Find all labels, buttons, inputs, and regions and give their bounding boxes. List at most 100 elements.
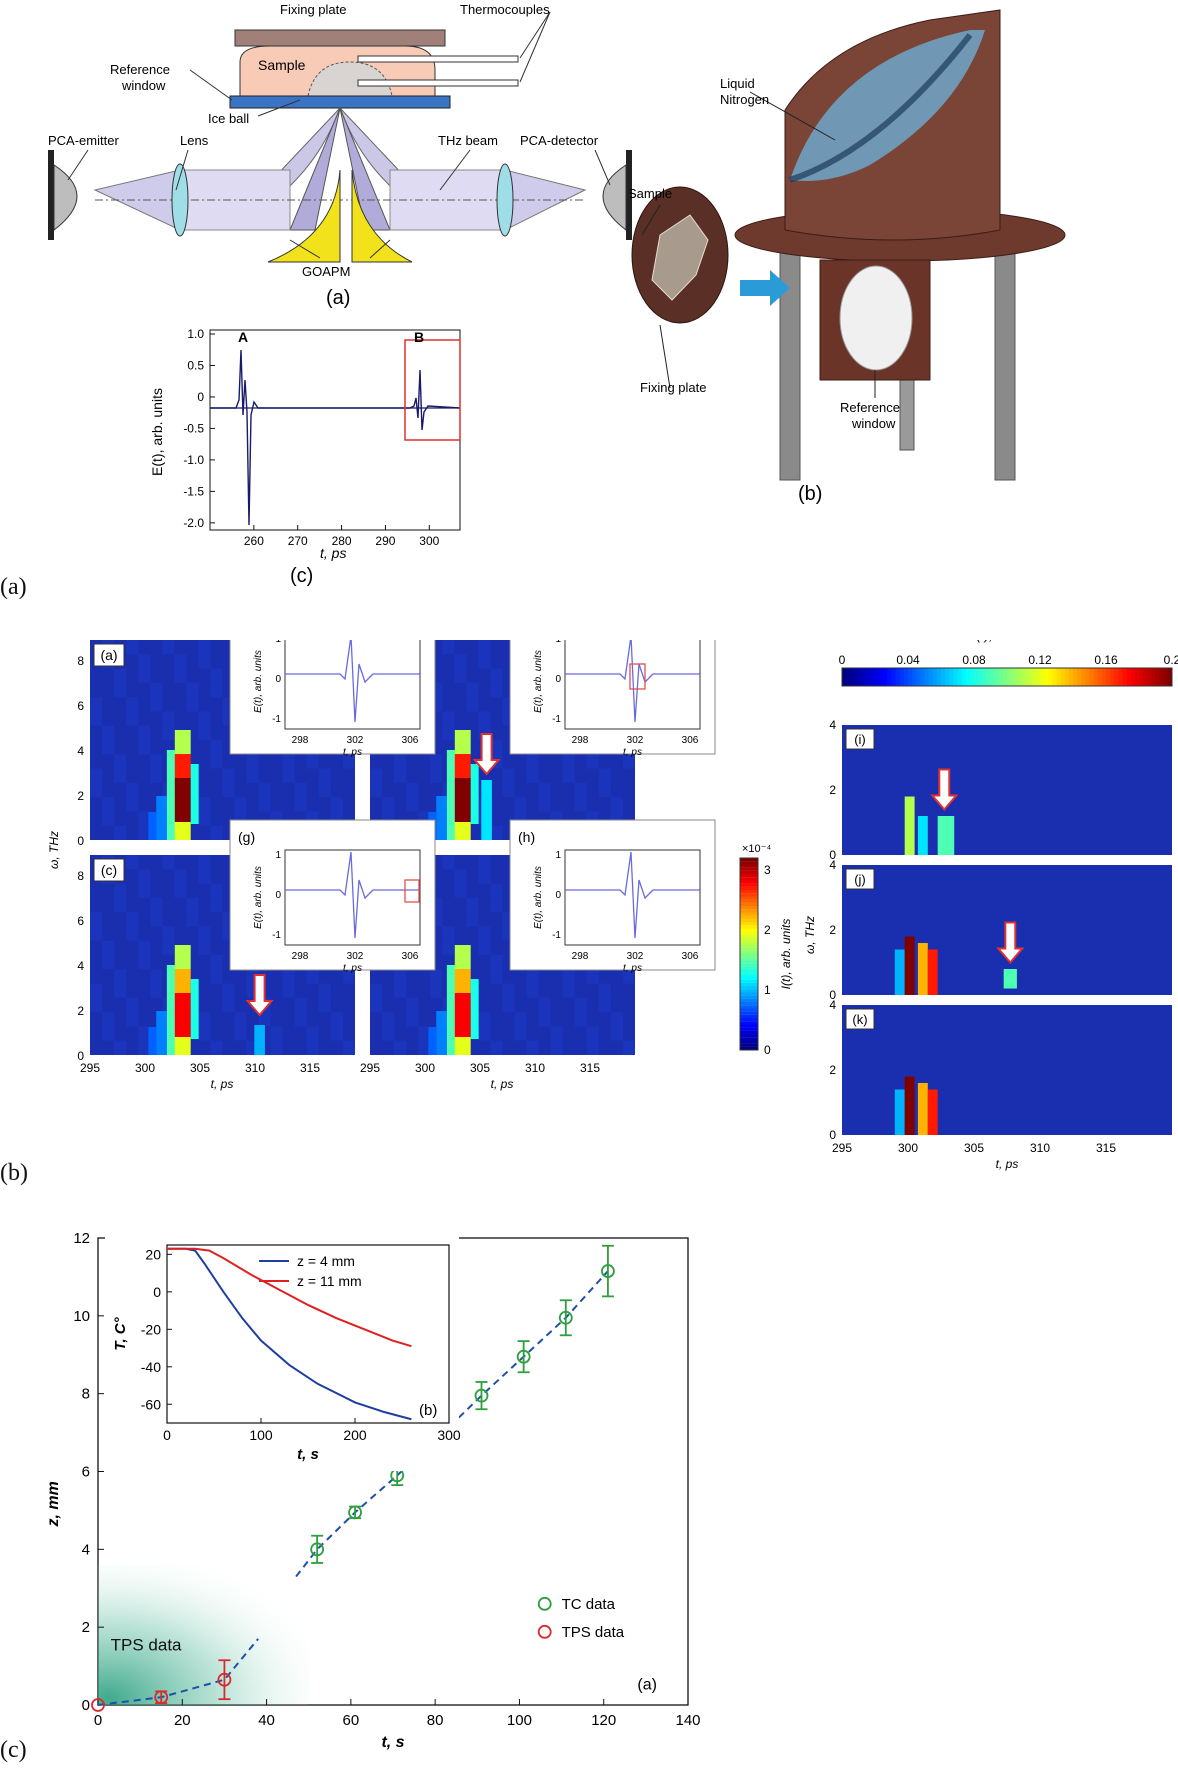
- colorbar-top-cell: [1011, 668, 1016, 686]
- legend-label: TC data: [562, 1596, 616, 1613]
- colorbar-top-cell: [1110, 668, 1115, 686]
- colorbar-top-cell: [1155, 668, 1161, 686]
- colorbar-top-cell: [1139, 668, 1144, 686]
- difference-ytick: 0: [829, 1128, 836, 1142]
- main-xtick: 140: [675, 1712, 700, 1729]
- lens-right: [496, 163, 514, 237]
- colorbar-top-cell: [1143, 668, 1148, 686]
- colorbar-top-cell: [870, 668, 876, 686]
- waveform-plot: 1.00.50-0.5-1.0-1.5-2.0 260 270 280 290 300 …: [149, 327, 461, 587]
- colorbar-top-cell: [936, 668, 942, 686]
- pca-detector-shape: [602, 164, 627, 232]
- colorbar-top-cell: [994, 668, 1000, 686]
- colorbar-top-cell: [1056, 668, 1062, 686]
- spectrogram-cell: [190, 979, 199, 1039]
- inset-ytick: -40: [141, 1359, 161, 1375]
- spectrogram-cell: [174, 822, 191, 840]
- colorbar-top-cell: [1118, 668, 1123, 686]
- inset-ytick: 20: [145, 1246, 161, 1262]
- inset-legend-label: z = 11 mm: [297, 1273, 362, 1289]
- colorbar-cell: [740, 934, 758, 939]
- colorbar-top-cell: [945, 668, 950, 686]
- colorbar-cell: [740, 966, 758, 971]
- inset-ytick: -20: [141, 1321, 161, 1337]
- colorbar-cell: [740, 931, 758, 935]
- colorbar-top-cell: [891, 668, 897, 686]
- fixing-plate-shape: [234, 29, 446, 47]
- difference-ytick: 2: [829, 1063, 836, 1077]
- colorbar-top-cell: [941, 668, 946, 686]
- colorbar-top-cell: [887, 668, 892, 686]
- colorbar-cell: [740, 938, 758, 942]
- colorbar-top-cell: [965, 668, 971, 686]
- colorbar-top-cell: [854, 668, 859, 686]
- inset-ylabel: E(t), arb. units: [253, 866, 264, 929]
- colorbar-top-cell: [850, 668, 855, 686]
- waveform-xtick: 280: [332, 534, 352, 548]
- main-xtick: 60: [343, 1712, 360, 1729]
- tps-shaded-region: [98, 1564, 309, 1705]
- colorbar-cell: [740, 1034, 758, 1038]
- liquid-nitrogen-fill: [790, 30, 985, 181]
- goapm-mirror-right: [351, 169, 413, 263]
- apparatus-illustration: Liquid Nitrogen Sample Fixing plate Refe…: [630, 9, 1066, 505]
- spectrogram-cell: [174, 993, 191, 1037]
- thermocouple-2: [357, 79, 519, 87]
- sample-label: Sample: [258, 57, 306, 73]
- inset-ytick: -60: [141, 1396, 161, 1412]
- colorbar-cell: [740, 1024, 758, 1028]
- colorbar-cell: [740, 896, 758, 900]
- colorbar-cell: [740, 1011, 758, 1015]
- main-ytick: 4: [82, 1541, 90, 1558]
- goapm-label: GOAPM: [302, 264, 350, 279]
- colorbar-top-cell: [924, 668, 930, 686]
- spectrogram-cell: [446, 750, 458, 840]
- difference-panel: [842, 1005, 1172, 1135]
- colorbar-cell: [740, 941, 758, 945]
- data-point: [154, 1690, 169, 1705]
- inset-ytick: 0: [275, 674, 281, 685]
- inset-xlabel: t, ps: [343, 747, 362, 758]
- colorbar-top-cell: [1007, 668, 1012, 686]
- inset-xtick: 298: [292, 951, 309, 962]
- spectrogram-cell: [481, 780, 492, 840]
- colorbar-top-tick: 0.08: [962, 653, 986, 667]
- inset-trace: [285, 635, 420, 723]
- colorbar-top-cell: [1019, 668, 1024, 686]
- colorbar-cell: [740, 963, 758, 967]
- peak-b-label: B: [414, 329, 424, 345]
- liquid-nitrogen-label-1: Liquid: [720, 76, 755, 91]
- colorbar-top-cell: [986, 668, 991, 686]
- spectrogram-xtick: 300: [135, 1061, 155, 1075]
- reference-window-shape: [229, 95, 451, 109]
- spectrogram-cell: [927, 949, 938, 995]
- inset-legend-label: z = 4 mm: [297, 1253, 355, 1269]
- colorbar-cell: [740, 906, 758, 910]
- reference-window-disc: [839, 265, 913, 371]
- schematic-caption: (a): [326, 287, 350, 309]
- spectrogram-cell: [917, 943, 928, 995]
- inset-ytick: 1: [275, 640, 281, 645]
- spectrogram-cell: [454, 993, 471, 1037]
- data-point: [474, 1388, 489, 1403]
- spectrogram-cell: [454, 1037, 471, 1055]
- colorbar-top-cell: [866, 668, 872, 686]
- spectrogram-ytick: 0: [77, 834, 84, 848]
- spectrogram-ytick: 0: [77, 1049, 84, 1063]
- feature-arrow: [930, 768, 959, 812]
- colorbar-top-cell: [1048, 668, 1053, 686]
- inset-xlabel: t, s: [297, 1446, 319, 1463]
- inset-xtick: 302: [347, 951, 364, 962]
- colorbar-cell: [740, 870, 758, 875]
- main-legend: TC data TPS data: [537, 1596, 625, 1641]
- spectrogram-ylabel: ω, THz: [47, 831, 61, 869]
- reference-window-label-apparatus-2: window: [851, 416, 896, 431]
- waveform-trace: [210, 349, 461, 526]
- difference-ytick: 2: [829, 923, 836, 937]
- colorbar-cell: [740, 992, 758, 996]
- inset-xtick: 298: [572, 735, 589, 746]
- legend-marker: [537, 1624, 552, 1639]
- main-ytick: 6: [82, 1464, 90, 1481]
- colorbar-cell: [740, 1043, 758, 1047]
